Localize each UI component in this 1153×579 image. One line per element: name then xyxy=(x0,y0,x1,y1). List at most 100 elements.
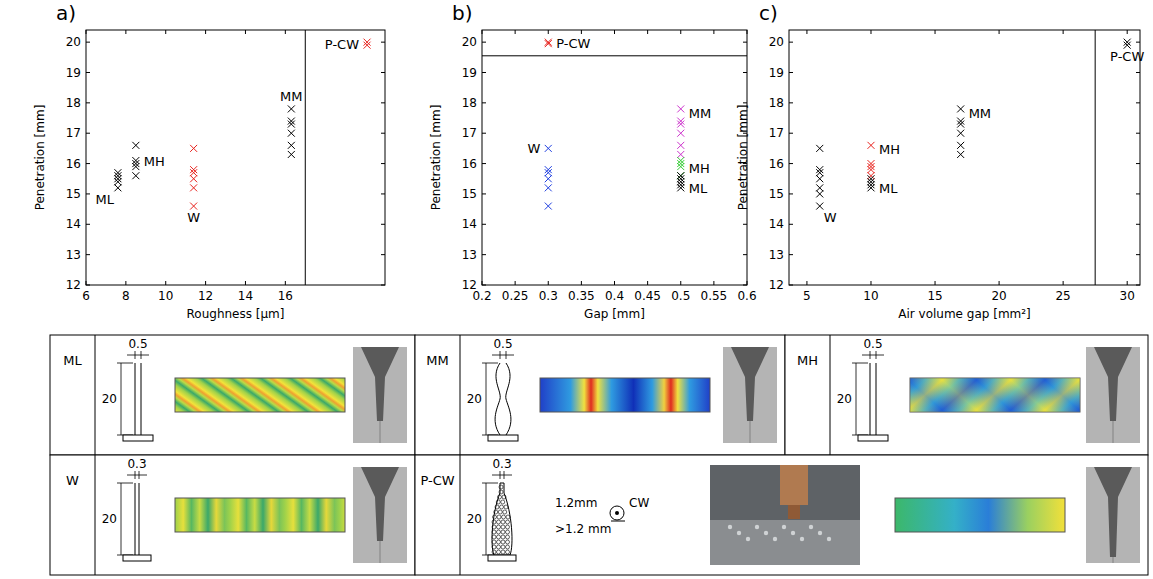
y-tick xyxy=(743,285,747,286)
chip xyxy=(492,545,496,549)
marker-stroke xyxy=(545,175,552,182)
x-tick-label: 6 xyxy=(82,289,90,303)
marker-stroke xyxy=(132,142,139,149)
plate xyxy=(710,520,860,565)
x-tick xyxy=(806,281,807,285)
y-tick xyxy=(789,224,793,225)
marker-stroke xyxy=(132,157,139,164)
marker-stroke xyxy=(867,142,874,149)
chip xyxy=(504,505,508,509)
y-tick xyxy=(482,163,486,164)
dim-line xyxy=(121,483,122,555)
marker-stroke xyxy=(288,130,295,137)
marker-stroke xyxy=(867,175,874,182)
panel-0: a)1213141516171819206810121416Roughness … xyxy=(33,1,385,321)
chip xyxy=(506,550,510,554)
schematic: 0.320 xyxy=(467,457,516,561)
x-tick-label: 0.3 xyxy=(539,289,558,303)
marker-stroke xyxy=(677,105,684,112)
marker-stroke xyxy=(816,145,823,152)
backing-bar xyxy=(488,555,516,561)
plot-marks xyxy=(114,30,370,285)
y-tick xyxy=(381,102,385,103)
chip xyxy=(506,525,510,529)
x-tick-label: 14 xyxy=(238,289,253,303)
x-tick-label: 0.55 xyxy=(701,289,728,303)
marker-stroke xyxy=(545,166,552,173)
marker-stroke xyxy=(545,166,552,173)
marker-stroke xyxy=(545,39,552,46)
y-tick xyxy=(381,224,385,225)
chip xyxy=(497,550,501,554)
nozzle xyxy=(788,505,800,519)
chip xyxy=(494,510,498,514)
weld-bead xyxy=(1094,347,1132,421)
marker xyxy=(545,203,552,210)
weld-bead xyxy=(731,347,769,421)
dim-tick xyxy=(506,351,507,359)
cell-border xyxy=(785,335,1148,455)
chip xyxy=(499,490,503,494)
x-tick xyxy=(285,281,286,285)
marker-stroke xyxy=(957,130,964,137)
gap-label: 0.5 xyxy=(493,337,512,351)
gap-line xyxy=(1113,557,1114,563)
panel-2: c)12131415161718192051015202530Air volum… xyxy=(736,1,1144,321)
chip xyxy=(506,520,510,524)
series-label: P-CW xyxy=(556,36,590,51)
series-label: P-CW xyxy=(1110,49,1144,64)
chip xyxy=(492,550,496,554)
marker xyxy=(816,166,823,173)
marker-stroke xyxy=(677,172,684,179)
x-tick xyxy=(515,281,516,285)
schematic: 0.520 xyxy=(467,337,518,441)
dim-tick xyxy=(482,483,498,484)
chip xyxy=(497,530,501,534)
chip xyxy=(497,525,501,529)
x-tick-label: 0.4 xyxy=(605,289,624,303)
photo xyxy=(710,465,860,565)
marker-stroke xyxy=(816,203,823,210)
marker-stroke xyxy=(364,39,371,46)
y-tick xyxy=(482,254,486,255)
y-tick xyxy=(1136,224,1140,225)
marker-stroke xyxy=(190,184,197,191)
y-tick-label: 12 xyxy=(769,278,784,292)
y-tick xyxy=(743,102,747,103)
chip xyxy=(501,530,505,534)
dim-line xyxy=(121,363,122,435)
y-tick xyxy=(482,42,486,43)
y-tick-label: 18 xyxy=(462,96,477,110)
marker-stroke xyxy=(867,160,874,167)
chip-piece xyxy=(791,531,795,535)
y-tick-label: 17 xyxy=(769,126,784,140)
schematic: 0.520 xyxy=(837,337,888,441)
marker-stroke xyxy=(867,142,874,149)
dim-tick xyxy=(482,363,498,364)
chip xyxy=(497,545,501,549)
marker xyxy=(677,157,684,164)
chip xyxy=(502,515,506,519)
marker xyxy=(677,142,684,149)
y-tick xyxy=(789,163,793,164)
dim-line xyxy=(856,363,857,435)
gap-line xyxy=(380,421,381,443)
marker xyxy=(288,142,295,149)
plate-edge xyxy=(506,363,511,435)
y-tick xyxy=(482,133,486,134)
chip xyxy=(501,525,505,529)
x-tick xyxy=(205,30,206,34)
macro-ground xyxy=(1086,467,1140,563)
y-tick xyxy=(1136,193,1140,194)
chip xyxy=(501,550,505,554)
chip xyxy=(501,535,505,539)
marker xyxy=(545,39,552,46)
weld-bead xyxy=(361,467,399,541)
dim-tick xyxy=(504,471,505,479)
marker-stroke xyxy=(545,184,552,191)
chip xyxy=(501,520,505,524)
marker-stroke xyxy=(957,118,964,125)
heat-map xyxy=(895,498,1065,532)
marker-stroke xyxy=(545,203,552,210)
chip-label: >1.2 mm xyxy=(555,522,611,536)
